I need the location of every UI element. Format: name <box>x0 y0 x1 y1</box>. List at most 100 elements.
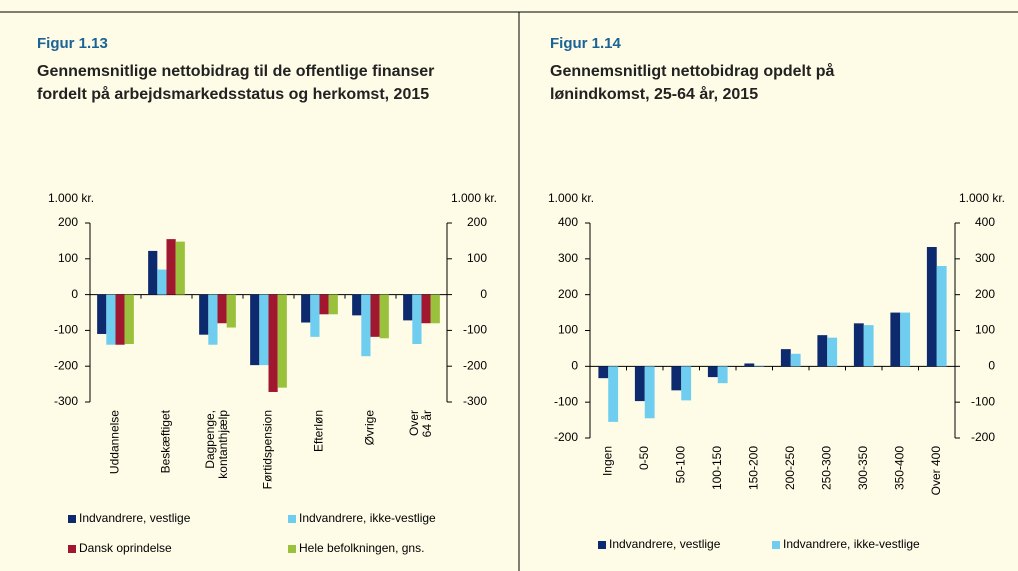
y-tick-label: 200 <box>58 215 78 229</box>
y2-tick-label: -300 <box>463 394 487 408</box>
bar <box>319 294 329 315</box>
legend-swatch <box>772 541 780 549</box>
y-axis-unit: 1.000 kr. <box>48 191 94 205</box>
bar <box>370 294 380 337</box>
bar <box>259 294 269 366</box>
y2-axis-unit: 1.000 kr. <box>451 191 497 205</box>
bar <box>166 239 176 295</box>
y-axis-unit: 1.000 kr. <box>548 191 594 205</box>
y-tick-label: 100 <box>58 251 78 265</box>
bar <box>124 294 134 345</box>
bar <box>226 294 236 328</box>
y2-tick-label: 100 <box>467 251 487 265</box>
x-tick-label: 0-50 <box>637 446 651 470</box>
bar <box>817 335 828 367</box>
y-tick-label: 0 <box>571 359 578 373</box>
x-tick-label: 150-200 <box>746 446 760 490</box>
x-tick-label: Ingen <box>600 446 614 476</box>
legend-swatch <box>68 545 76 553</box>
bar <box>707 366 718 378</box>
bar <box>97 294 107 334</box>
bar <box>268 294 278 392</box>
bar <box>379 294 389 339</box>
legend-swatch <box>598 541 606 549</box>
x-tick-label: 350-400 <box>892 446 906 490</box>
x-tick-label: Førtidspension <box>261 410 275 489</box>
y2-tick-label: 0 <box>988 359 995 373</box>
x-tick-label: Over 400 <box>929 446 943 496</box>
x-tick-label: Beskæftiget <box>159 409 173 473</box>
bar <box>403 294 413 321</box>
y-tick-label: 0 <box>71 287 78 301</box>
y-tick-label: 300 <box>558 251 578 265</box>
bar <box>608 366 619 422</box>
y2-tick-label: 0 <box>480 287 487 301</box>
bar <box>936 266 947 367</box>
y2-tick-label: 100 <box>975 323 995 337</box>
x-tick-label: Over64 år <box>407 410 434 437</box>
figure-number: Figur 1.14 <box>550 35 622 52</box>
bar <box>780 349 791 367</box>
y-tick-label: 100 <box>558 323 578 337</box>
y2-tick-label: 300 <box>975 251 995 265</box>
y-tick-label: 200 <box>558 287 578 301</box>
legend-swatch <box>68 515 76 523</box>
bar <box>634 366 645 402</box>
bar <box>430 294 440 324</box>
bar <box>217 294 227 324</box>
bar <box>277 294 287 388</box>
legend-swatch <box>288 515 296 523</box>
y-tick-label: -100 <box>54 323 78 337</box>
bar <box>681 366 692 401</box>
bar <box>208 294 218 345</box>
bar <box>310 294 320 337</box>
figure-number: Figur 1.13 <box>37 35 108 52</box>
bar <box>900 312 911 367</box>
bar <box>827 337 838 367</box>
bar <box>863 325 874 367</box>
y-tick-label: 400 <box>558 215 578 229</box>
bar <box>926 247 937 367</box>
bar <box>199 294 209 335</box>
bar <box>790 353 801 367</box>
bar <box>106 294 116 345</box>
bar <box>744 363 755 367</box>
bar <box>115 294 125 345</box>
bar <box>328 294 338 315</box>
bar <box>157 269 167 295</box>
y2-tick-label: 200 <box>975 287 995 301</box>
x-tick-label: 100-150 <box>710 446 724 490</box>
x-tick-label: 50-100 <box>673 446 687 484</box>
y-tick-label: -300 <box>54 394 78 408</box>
bar <box>412 294 422 345</box>
bar <box>301 294 311 323</box>
x-tick-label: 250-300 <box>819 446 833 490</box>
bar <box>421 294 431 324</box>
legend-label: Indvandrere, vestlige <box>609 537 721 551</box>
bar <box>148 250 158 295</box>
legend-label: Indvandrere, vestlige <box>79 511 191 525</box>
x-tick-label: Efterløn <box>312 410 326 452</box>
legend-label: Indvandrere, ikke-vestlige <box>783 537 920 551</box>
y2-axis-unit: 1.000 kr. <box>959 191 1005 205</box>
y-tick-label: -100 <box>554 394 578 408</box>
bar <box>717 366 728 384</box>
x-tick-label: Øvrige <box>363 410 377 446</box>
x-tick-label: 200-250 <box>783 446 797 490</box>
legend-label: Indvandrere, ikke-vestlige <box>299 511 436 525</box>
bar <box>352 294 362 316</box>
y2-tick-label: -200 <box>463 358 487 372</box>
bar <box>644 366 655 419</box>
y-tick-label: -200 <box>54 358 78 372</box>
y2-tick-label: -100 <box>971 394 995 408</box>
legend-label: Hele befolkningen, gns. <box>299 541 424 555</box>
x-tick-label: Dagpenge,kontanthjælp <box>203 410 230 479</box>
bar <box>598 366 609 379</box>
y2-tick-label: 200 <box>467 215 487 229</box>
bar <box>890 312 901 367</box>
bar <box>361 294 371 357</box>
bar <box>671 366 682 391</box>
x-tick-label: Uddannelse <box>108 410 122 474</box>
chart-subtitle: Gennemsnitligt nettobidrag opdelt på løni… <box>550 62 835 103</box>
